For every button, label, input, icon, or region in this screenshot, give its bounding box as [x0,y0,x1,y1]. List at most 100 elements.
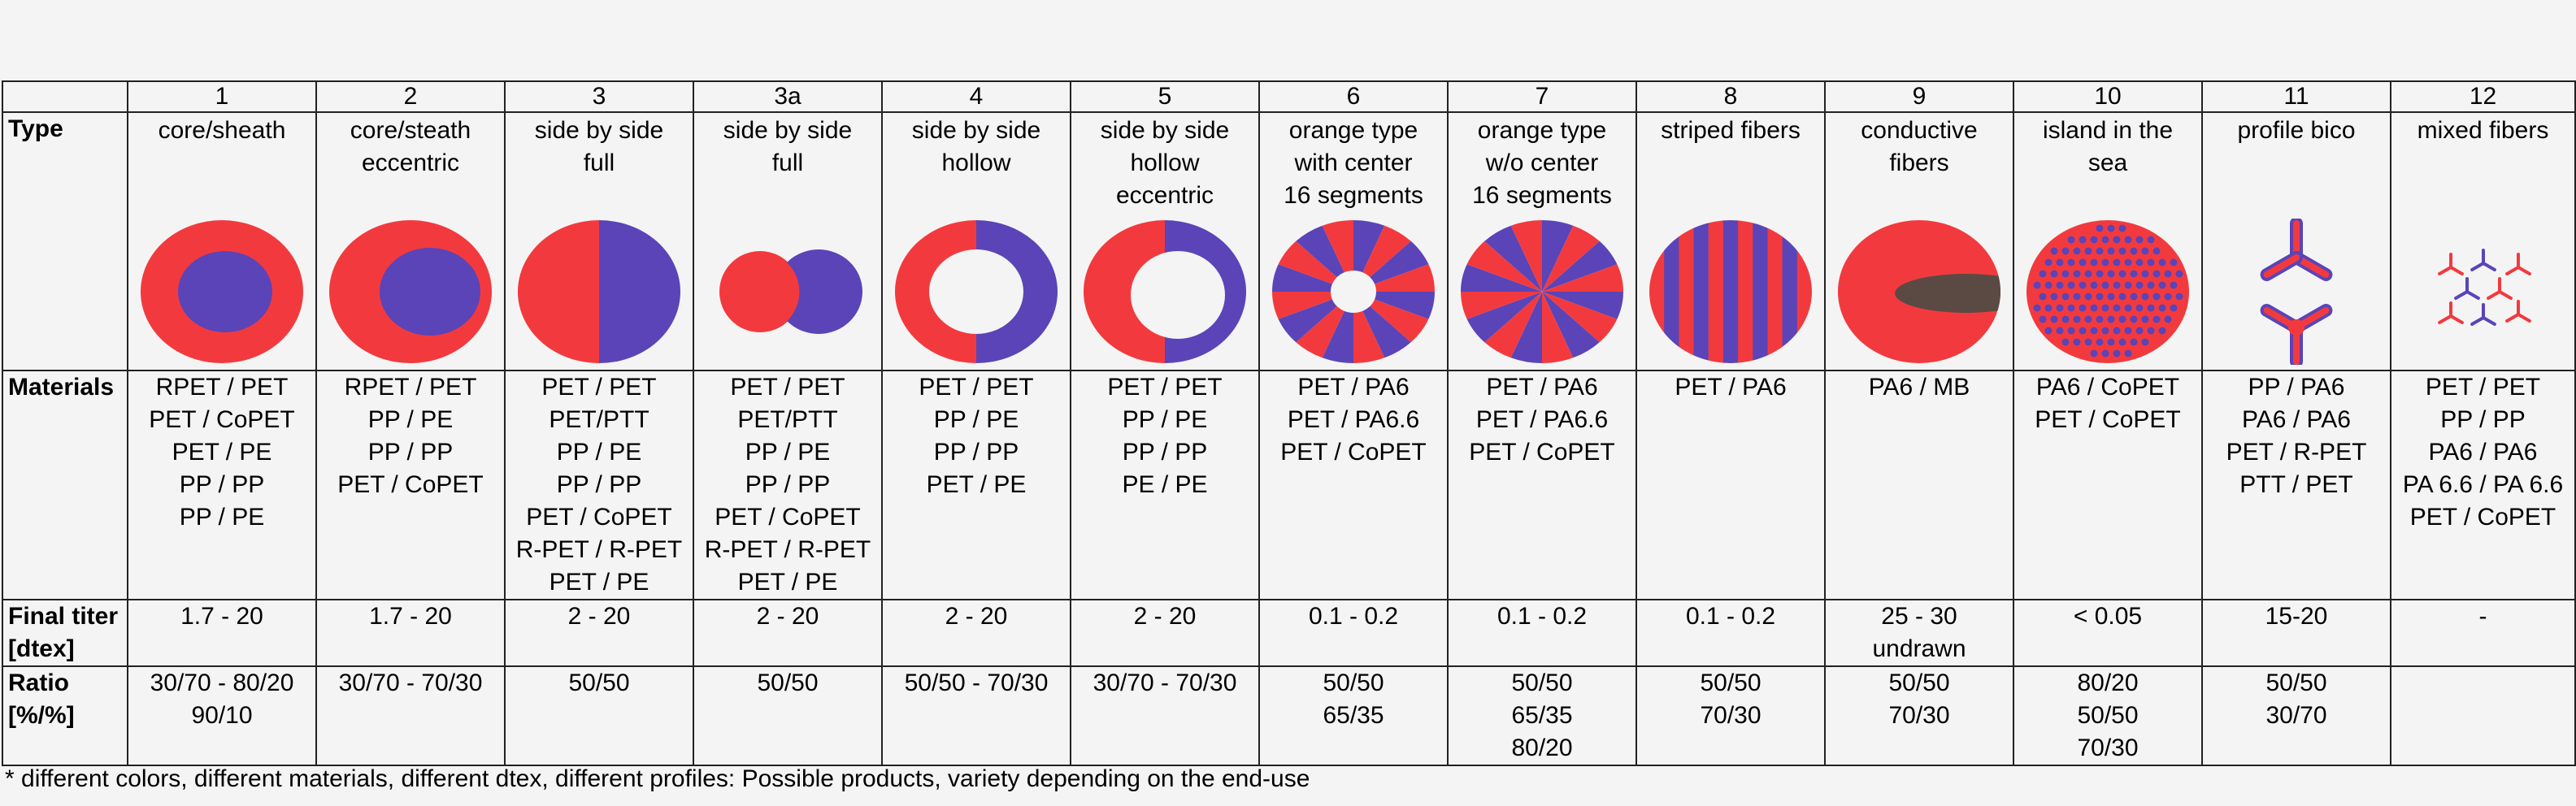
type-row-label: Type [2,111,128,371]
text-line: 65/35 [1323,702,1384,729]
text-line: eccentric [361,150,460,176]
fiber-type-name: side by side hollow [884,114,1069,180]
final-titer-cell: 1.7 - 20 [127,599,317,667]
text-line: mixed fibers [2417,117,2549,144]
text-line: 70/30 [1700,702,1761,729]
text-line: PA6 / MB [1868,374,1970,401]
materials-row-label: Materials [2,370,128,600]
ratio-cell: 50/50 65/35 [1258,665,1449,766]
mixed-fibers-icon [2392,219,2574,365]
island-in-the-sea-icon [2015,219,2200,365]
ratio-cell: 50/50 - 70/30 [881,665,1071,766]
ratio-cell: 50/50 70/30 [1824,665,2014,766]
text-line: PET / PA6 [1486,374,1598,401]
fiber-type-cell: mixed fibers [2390,111,2576,371]
materials-cell: PA6 / MB [1824,370,2014,600]
text-line: PP / PE [367,406,454,433]
text-line: striped fibers [1661,117,1801,144]
text-line: PET / CoPET [337,471,484,498]
text-line: fibers [1889,150,1949,176]
text-line: 50/50 [1323,670,1384,696]
text-line: PP / PP [2440,406,2526,433]
ratio-cell: 50/50 [693,665,883,766]
text-line: 50/50 [1700,670,1761,696]
fiber-type-cell: side by side full [693,111,883,371]
text-line: PET / PE [926,471,1027,498]
column-number: 12 [2390,80,2576,113]
final-titer-cell: 2 - 20 [1070,599,1260,667]
text-line: PET / PE [549,569,649,596]
ratio-cell: 30/70 - 70/30 [315,665,506,766]
text-line: PET / PET [919,374,1034,401]
text-line: PP / PP [745,471,831,498]
column-number: 1 [127,80,317,113]
final-titer-row-label: Final titer [dtex] [2,599,128,667]
text-line: w/o center [1485,150,1599,176]
text-line: R-PET / R-PET [515,536,683,563]
final-titer-cell: 0.1 - 0.2 [1636,599,1826,667]
fiber-type-cell: core/steath eccentric [315,111,506,371]
materials-cell: PET / PET PP / PP PA6 / PA6 PA 6.6 / PA 6.6… [2390,370,2576,600]
fiber-type-name: profile bico [2204,114,2389,147]
column-number: 3a [693,80,883,113]
text-line: < 0.05 [2073,603,2143,630]
text-line: profile bico [2237,117,2356,144]
text-line: 15-20 [2265,603,2328,630]
fiber-type-name: island in the sea [2015,114,2200,180]
materials-cell: PET / PET PP / PE PP / PP PE / PE [1070,370,1260,600]
final-titer-cell: - [2390,599,2576,667]
text-line: 1.7 - 20 [180,603,263,630]
fiber-type-cell: orange type with center 16 segments [1258,111,1449,371]
final-titer-cell: 15-20 [2201,599,2391,667]
text-line: PET / CoPET [526,504,672,531]
core-sheath-eccentric-icon [318,219,503,365]
fiber-type-name: core/sheath [129,114,315,147]
column-number: 10 [2013,80,2203,113]
materials-cell: PET / PA6 PET / PA6.6 PET / CoPET [1447,370,1637,600]
text-line: PP / PP [556,471,642,498]
materials-cell: RPET / PET PP / PE PP / PP PET / CoPET [315,370,506,600]
text-line: PET / PE [737,569,838,596]
text-line: 16 segments [1284,182,1423,209]
text-line: PET / CoPET [2035,406,2181,433]
final-titer-cell: 2 - 20 [881,599,1071,667]
side-by-side-snowman-icon [695,219,880,365]
text-line: 90/10 [191,702,253,729]
materials-cell: PET / PET PET/PTT PP / PE PP / PP PET / CoPE… [693,370,883,600]
text-line: sea [2087,150,2128,176]
column-number: 9 [1824,80,2014,113]
materials-cell: PA6 / CoPET PET / CoPET [2013,370,2203,600]
fiber-type-name: core/steath eccentric [318,114,503,180]
text-line: 30/70 - 70/30 [338,670,483,696]
text-line: PP / PP [367,439,454,466]
text-line: 50/50 [2265,670,2327,696]
text-line: 0.1 - 0.2 [1685,603,1776,630]
text-line: 70/30 [1888,702,1950,729]
striped-fiber-icon [1638,219,1823,365]
text-line: side by side [911,117,1041,144]
text-line: 50/50 [568,670,630,696]
text-line: RPET / PET [344,374,477,401]
ratio-cell: 30/70 - 80/20 90/10 [127,665,317,766]
fiber-type-cell: island in the sea [2013,111,2203,371]
final-titer-cell: 0.1 - 0.2 [1258,599,1449,667]
text-line: PTT / PET [2239,471,2353,498]
column-number: 4 [881,80,1071,113]
text-line: 80/20 [2077,670,2139,696]
text-line: PET / PA6 [1297,374,1410,401]
text-line: PET/PTT [737,406,838,433]
text-line: hollow [941,150,1011,176]
text-line: core/steath [350,117,471,144]
text-line: side by side [723,117,853,144]
text-line: 50/50 [1511,670,1573,696]
text-line: full [583,150,615,176]
text-line: full [771,150,804,176]
type-row: Type core/sheath core/steath eccentric side… [2,111,2576,371]
core-sheath-icon [129,219,315,365]
ratio-cell: 80/20 50/50 70/30 [2013,665,2203,766]
ratio-cell: 30/70 - 70/30 [1070,665,1260,766]
final-titer-row: Final titer [dtex] 1.7 - 20 1.7 - 20 2 - 20… [2,599,2576,667]
column-number-row: 1 2 3 3a 4 5 6 7 8 9 10 11 12 [2,80,2576,113]
text-line: PP / PE [179,504,265,531]
materials-cell: PET / PA6 PET / PA6.6 PET / CoPET [1258,370,1449,600]
